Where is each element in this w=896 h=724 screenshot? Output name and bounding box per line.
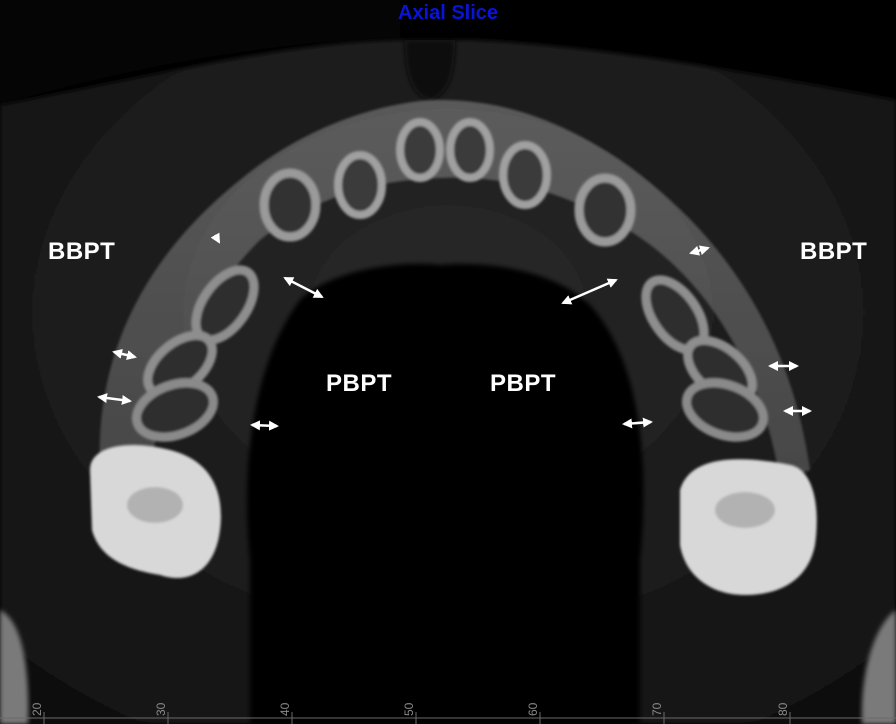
label-pbpt-left: PBPT — [326, 370, 393, 397]
arrow-4 — [97, 393, 132, 405]
scale-tick-40: 40 — [278, 702, 292, 716]
arrow-5 — [250, 420, 279, 431]
palate-area — [247, 263, 644, 724]
scale-tick-50: 50 — [402, 702, 416, 716]
mandible-left — [0, 610, 29, 724]
arrow-7 — [689, 245, 710, 256]
scale-tick-20: 20 — [30, 702, 44, 716]
scale-tick-70: 70 — [650, 702, 664, 716]
arrow-2 — [283, 276, 324, 299]
arrow-3 — [112, 348, 137, 361]
label-pbpt-right: PBPT — [490, 370, 557, 397]
label-bbpt-right: BBPT — [800, 238, 868, 265]
dental-arch — [90, 99, 817, 595]
scale-tick-60: 60 — [526, 702, 540, 716]
scale-tick-30: 30 — [154, 702, 168, 716]
view-title: Axial Slice — [397, 2, 499, 24]
label-bbpt-left: BBPT — [48, 238, 116, 265]
arrow-1 — [210, 232, 221, 244]
arrow-6 — [561, 278, 618, 305]
arrow-10 — [622, 417, 653, 429]
measurement-arrows — [97, 232, 812, 431]
scale-minor-ticks — [43, 712, 791, 724]
scale-tick-80: 80 — [776, 702, 790, 716]
mandible-right — [861, 610, 896, 724]
